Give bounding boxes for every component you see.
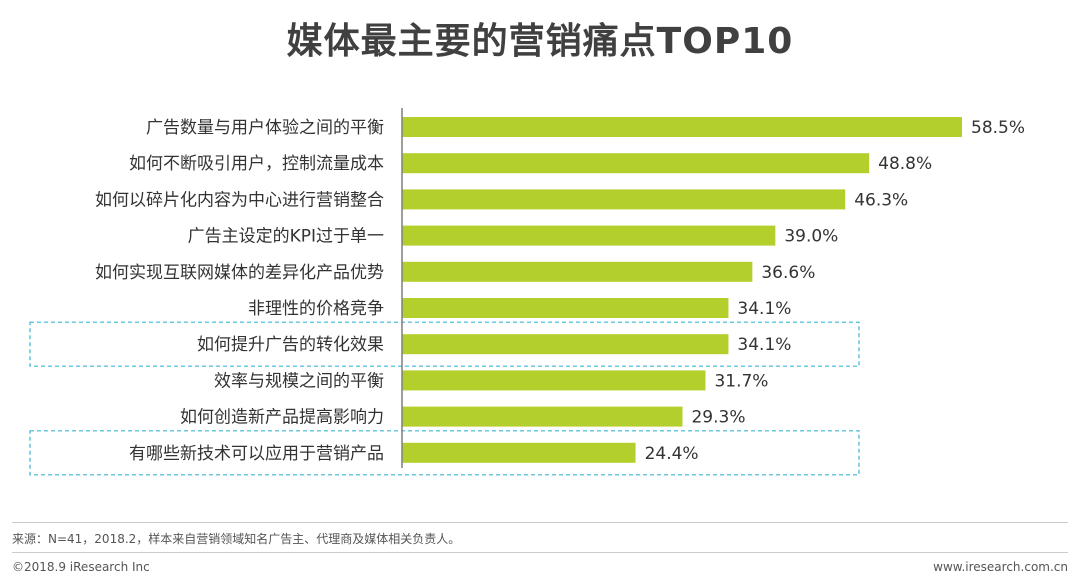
highlight-box bbox=[29, 321, 860, 367]
bar-chart: 广告数量与用户体验之间的平衡 58.5% 如何不断吸引用户，控制流量成本 48.8% 如… bbox=[29, 108, 1025, 476]
category-label: 广告主设定的KPI过于单一 bbox=[188, 227, 384, 247]
value-label: 48.8% bbox=[878, 154, 932, 174]
bar bbox=[402, 298, 729, 318]
bar bbox=[402, 189, 846, 210]
footer-divider bbox=[12, 552, 1068, 553]
category-label: 广告数量与用户体验之间的平衡 bbox=[146, 118, 384, 138]
category-label: 效率与规模之间的平衡 bbox=[214, 371, 384, 391]
bar bbox=[402, 334, 729, 355]
bar bbox=[402, 225, 776, 246]
category-label: 如何以碎片化内容为中心进行营销整合 bbox=[95, 190, 384, 210]
bar bbox=[402, 406, 683, 427]
footer-divider bbox=[12, 522, 1068, 523]
bar bbox=[402, 153, 870, 174]
value-label: 58.5% bbox=[971, 118, 1025, 138]
value-label: 34.1% bbox=[737, 299, 791, 319]
value-label: 39.0% bbox=[784, 227, 838, 247]
value-label: 29.3% bbox=[691, 408, 745, 428]
category-label: 如何提升广告的转化效果 bbox=[197, 335, 384, 355]
bar bbox=[402, 117, 962, 137]
category-label: 非理性的价格竞争 bbox=[248, 299, 384, 319]
value-label: 34.1% bbox=[737, 335, 791, 355]
value-label: 36.6% bbox=[761, 263, 815, 283]
value-label: 24.4% bbox=[645, 444, 699, 464]
category-label: 有哪些新技术可以应用于营销产品 bbox=[129, 444, 384, 464]
bar bbox=[402, 442, 636, 463]
value-label: 31.7% bbox=[714, 371, 768, 391]
website-url: www.iresearch.com.cn bbox=[933, 560, 1068, 574]
value-label: 46.3% bbox=[854, 190, 908, 210]
category-label: 如何创造新产品提高影响力 bbox=[180, 408, 384, 428]
copyright: ©2018.9 iResearch Inc bbox=[12, 560, 150, 574]
highlight-box bbox=[29, 430, 860, 476]
bar bbox=[402, 370, 706, 391]
category-label: 如何不断吸引用户，控制流量成本 bbox=[129, 154, 384, 174]
source-note: 来源：N=41，2018.2，样本来自营销领域知名广告主、代理商及媒体相关负责人… bbox=[12, 532, 461, 546]
bar bbox=[402, 261, 753, 282]
chart-title: 媒体最主要的营销痛点TOP10 bbox=[286, 21, 794, 62]
category-label: 如何实现互联网媒体的差异化产品优势 bbox=[95, 263, 384, 283]
